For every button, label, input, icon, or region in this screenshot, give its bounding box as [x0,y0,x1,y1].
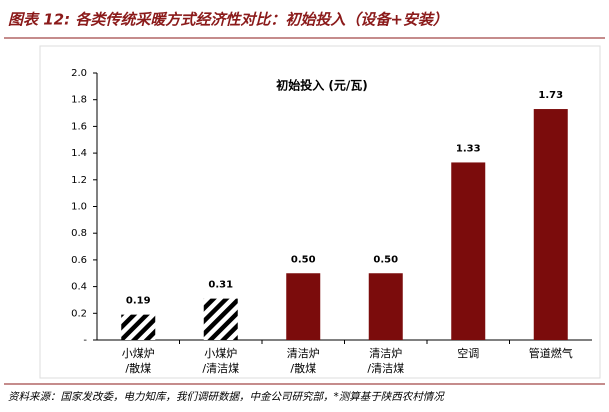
x-tick-label: /散煤 [290,361,316,375]
value-label: 0.50 [291,254,316,265]
value-label: 0.50 [373,254,398,265]
y-tick-label: 0.6 [71,255,87,266]
y-tick-label: 1.0 [71,202,87,213]
y-tick-label: 1.8 [71,95,87,106]
value-label: 0.19 [126,296,151,307]
value-label: 1.73 [538,90,563,101]
y-tick-label: 0.8 [71,228,87,239]
value-label: 1.33 [456,143,481,154]
x-tick-label: 清洁炉 [287,347,320,360]
x-tick-label: 清洁炉 [369,347,402,360]
x-tick-label: /清洁煤 [202,362,239,375]
y-tick-label: - [83,335,87,346]
bar [203,298,238,340]
bar [368,273,403,340]
x-tick-label: 空调 [457,346,479,360]
chart-frame [39,45,601,379]
x-tick-label: /清洁煤 [367,362,404,375]
y-tick-label: 0.2 [71,308,87,319]
y-tick-label: 1.2 [71,175,87,186]
bar [121,314,156,340]
x-tick-label: 小煤炉 [122,347,155,360]
value-label: 0.31 [208,280,233,291]
x-tick-label: 小煤炉 [204,347,237,360]
bar [451,162,486,340]
y-tick-label: 0.4 [71,282,87,293]
y-tick-label: 1.4 [71,148,87,159]
bar [286,273,321,340]
x-tick-label: 管道燃气 [529,346,573,360]
x-tick-label: /散煤 [125,361,151,375]
y-tick-label: 1.6 [71,121,87,132]
source-note: 资料来源：国家发改委，电力知库，我们调研数据，中金公司研究部，*测算基于陕西农村… [8,391,445,403]
chart-title: 图表 12: 各类传统采暖方式经济性对比：初始投入（设备+安装） [8,11,448,29]
chart-subtitle: 初始投入 (元/瓦) [276,78,368,93]
y-tick-label: 2.0 [71,68,87,79]
bar [533,109,568,340]
